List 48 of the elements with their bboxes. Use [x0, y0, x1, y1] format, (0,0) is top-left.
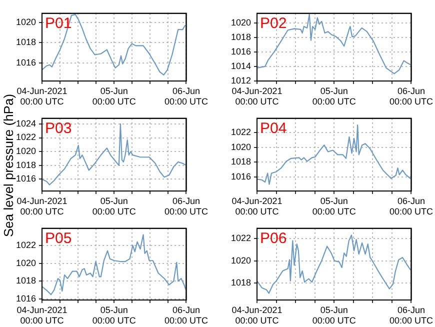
x-tick-label: 05-Jun 00:00 UTC — [312, 86, 356, 107]
x-tick-label: 04-Jun-2021 00:00 UTC — [16, 196, 68, 217]
x-tick-label: 04-Jun-2021 00:00 UTC — [232, 196, 282, 217]
y-tick-label: 1020 — [16, 258, 36, 268]
x-tick-label: 06-Jun 00:00 UTC — [164, 196, 208, 217]
y-tick-label: 1016 — [230, 171, 251, 182]
annotation: P04 — [260, 120, 287, 138]
y-tick-label: 1016 — [230, 46, 251, 56]
y-tick-label: 1020 — [230, 17, 251, 28]
y-tick-label: 1022 — [16, 240, 36, 250]
x-tick-label: 05-Jun 00:00 UTC — [312, 304, 356, 326]
x-tick-label: 05-Jun 00:00 UTC — [92, 304, 136, 326]
x-tick-label: 06-Jun 00:00 UTC — [164, 86, 208, 107]
y-tick-label: 1018 — [16, 37, 36, 48]
x-tick-label: 05-Jun 00:00 UTC — [92, 86, 136, 107]
y-tick-label: 1020 — [230, 255, 251, 266]
x-tick-label: 06-Jun 00:00 UTC — [389, 304, 434, 326]
x-tick-label: 04-Jun-2021 00:00 UTC — [16, 304, 68, 326]
y-tick-label: 1012 — [230, 75, 251, 86]
x-tick-label: 04-Jun-2021 00:00 UTC — [16, 86, 68, 107]
annotation: P05 — [45, 230, 72, 248]
y-tick-label: 1022 — [230, 232, 251, 243]
y-tick-label: 1014 — [230, 60, 251, 71]
x-tick-label: 06-Jun 00:00 UTC — [389, 86, 434, 107]
x-tick-label: 05-Jun 00:00 UTC — [312, 196, 356, 217]
y-tick-label: 1020 — [230, 142, 251, 152]
x-tick-label: 04-Jun-2021 00:00 UTC — [232, 86, 282, 107]
y-tick-label: 1016 — [16, 174, 36, 184]
y-tick-label: 1018 — [230, 278, 251, 288]
x-tick-label: 06-Jun 00:00 UTC — [164, 304, 208, 326]
y-tick-label: 1016 — [16, 294, 36, 304]
y-tick-label: 1018 — [230, 156, 251, 167]
annotation: P06 — [260, 230, 287, 248]
y-tick-label: 1022 — [16, 132, 36, 142]
annotation: P02 — [260, 15, 287, 32]
y-tick-label: 1020 — [16, 146, 36, 156]
y-tick-label: 1018 — [230, 32, 251, 42]
y-tick-label: 1018 — [16, 276, 36, 286]
annotation: P03 — [45, 120, 72, 138]
x-tick-label: 06-Jun 00:00 UTC — [389, 196, 434, 217]
y-axis-title: Sea level pressure (hPa) — [0, 93, 16, 237]
y-tick-label: 1022 — [230, 126, 251, 137]
y-tick-label: 1020 — [16, 16, 36, 27]
x-tick-label: 05-Jun 00:00 UTC — [92, 196, 136, 217]
x-tick-label: 04-Jun-2021 00:00 UTC — [232, 304, 282, 326]
y-tick-label: 1024 — [16, 118, 36, 128]
y-tick-label: 1016 — [16, 57, 36, 68]
y-tick-label: 1018 — [16, 160, 36, 170]
